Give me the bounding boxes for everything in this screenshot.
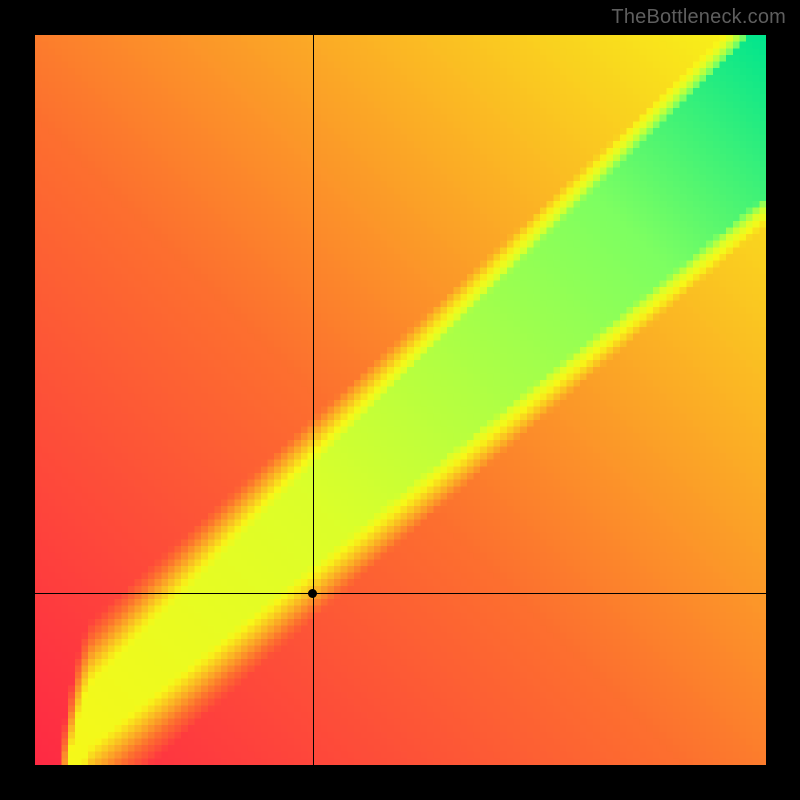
- heatmap-plot-area: [35, 35, 766, 765]
- heatmap-canvas: [35, 35, 766, 765]
- chart-frame: TheBottleneck.com: [0, 0, 800, 800]
- watermark-text: TheBottleneck.com: [611, 6, 786, 29]
